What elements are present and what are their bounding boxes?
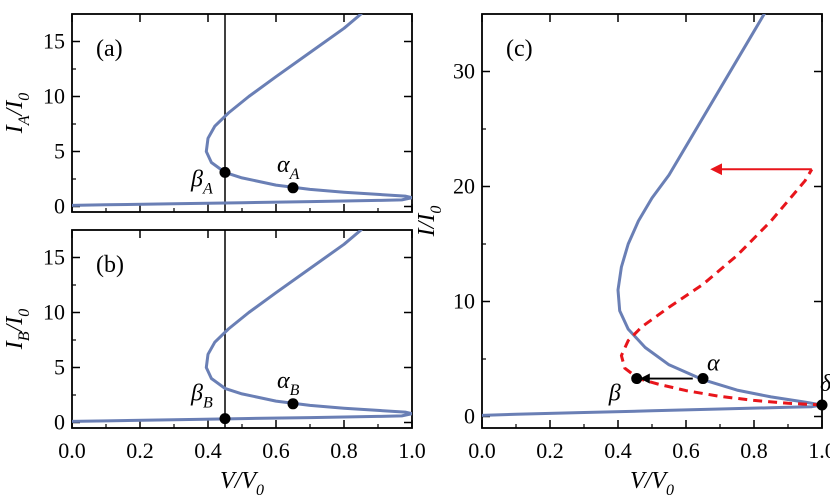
point-label-symbol: α [277,368,290,394]
y-axis-label-sub: B [16,331,33,341]
x-axis-label-sub: 0 [666,482,674,499]
y-axis-label-sub0: 0 [16,309,33,317]
y-tick-label: 5 [54,139,65,164]
y-tick-label: 5 [54,355,65,380]
y-tick-label: 15 [43,245,65,270]
plot-frame [481,13,823,429]
data-point [219,413,231,425]
x-axis-label-main: V/V [630,468,668,494]
x-axis-label-sub: 0 [256,482,264,499]
point-label-symbol: β [190,381,203,407]
x-axis-label: V/V0 [630,468,674,499]
data-point [697,373,709,385]
point-label-subscript: B [290,382,300,399]
point-label-symbol: β [608,381,621,407]
y-tick-label: 20 [453,174,475,199]
x-tick-label: 0.6 [262,438,290,463]
data-point [287,398,299,410]
point-label: αA [277,152,300,183]
y-axis-label-slash: /I [2,100,28,118]
x-tick-label: 0.4 [194,438,222,463]
x-tick-label: 1.0 [398,438,426,463]
y-axis-label: I/I0 [414,206,445,238]
y-axis-label-slash: /I [2,316,28,334]
x-tick-label: 0.4 [604,438,632,463]
y-tick-label: 10 [43,300,65,325]
x-tick-label: 1.0 [808,438,830,463]
point-label: βA [190,166,213,197]
x-tick-label: 0.6 [672,438,700,463]
point-label-symbol: β [190,166,203,192]
series-line [72,14,412,207]
y-axis-label-sub0: 0 [428,206,445,214]
panel-label: (a) [96,36,123,62]
y-axis-label-main: I [2,340,28,350]
point-label-subscript: B [203,395,213,412]
y-tick-label: 30 [453,59,475,84]
y-tick-label: 10 [43,84,65,109]
x-axis-label: V/V0 [220,468,264,499]
point-label: δ [820,371,830,397]
point-label-symbol: α [277,152,290,178]
panel-label: (b) [96,252,124,278]
point-label: αB [277,368,300,399]
data-point [219,166,231,178]
panel-label: (c) [506,36,533,62]
point-label-symbol: δ [820,371,830,397]
y-axis-label: IA/I0 [2,93,33,134]
x-tick-label: 0.8 [740,438,768,463]
data-point [816,399,828,411]
data-point [631,373,643,385]
point-label: β [608,381,621,407]
y-axis-label: IB/I0 [2,309,33,350]
x-tick-label: 0.0 [58,438,86,463]
point-label-subscript: A [202,180,213,197]
point-label: βB [190,381,213,412]
y-tick-label: 15 [43,29,65,54]
data-point [287,182,299,194]
plot-frame [71,13,413,213]
point-label-symbol: α [707,351,720,377]
y-tick-label: 0 [54,410,65,435]
y-tick-label: 0 [54,194,65,219]
x-tick-label: 0.0 [468,438,496,463]
y-tick-label: 10 [453,289,475,314]
y-tick-label: 0 [464,404,475,429]
x-tick-label: 0.2 [126,438,154,463]
series-line [72,230,412,423]
x-tick-label: 0.8 [330,438,358,463]
y-axis-label-sub0: 0 [16,93,33,101]
x-tick-label: 0.2 [536,438,564,463]
series-line [482,14,822,417]
y-axis-label-sub: A [16,115,33,126]
y-axis-label-main: I/I [414,213,440,238]
x-axis-label-main: V/V [220,468,258,494]
point-label: α [707,351,720,377]
y-axis-label-main: I [2,124,28,134]
point-label-subscript: A [289,166,300,183]
series-line-dashed [619,168,822,407]
